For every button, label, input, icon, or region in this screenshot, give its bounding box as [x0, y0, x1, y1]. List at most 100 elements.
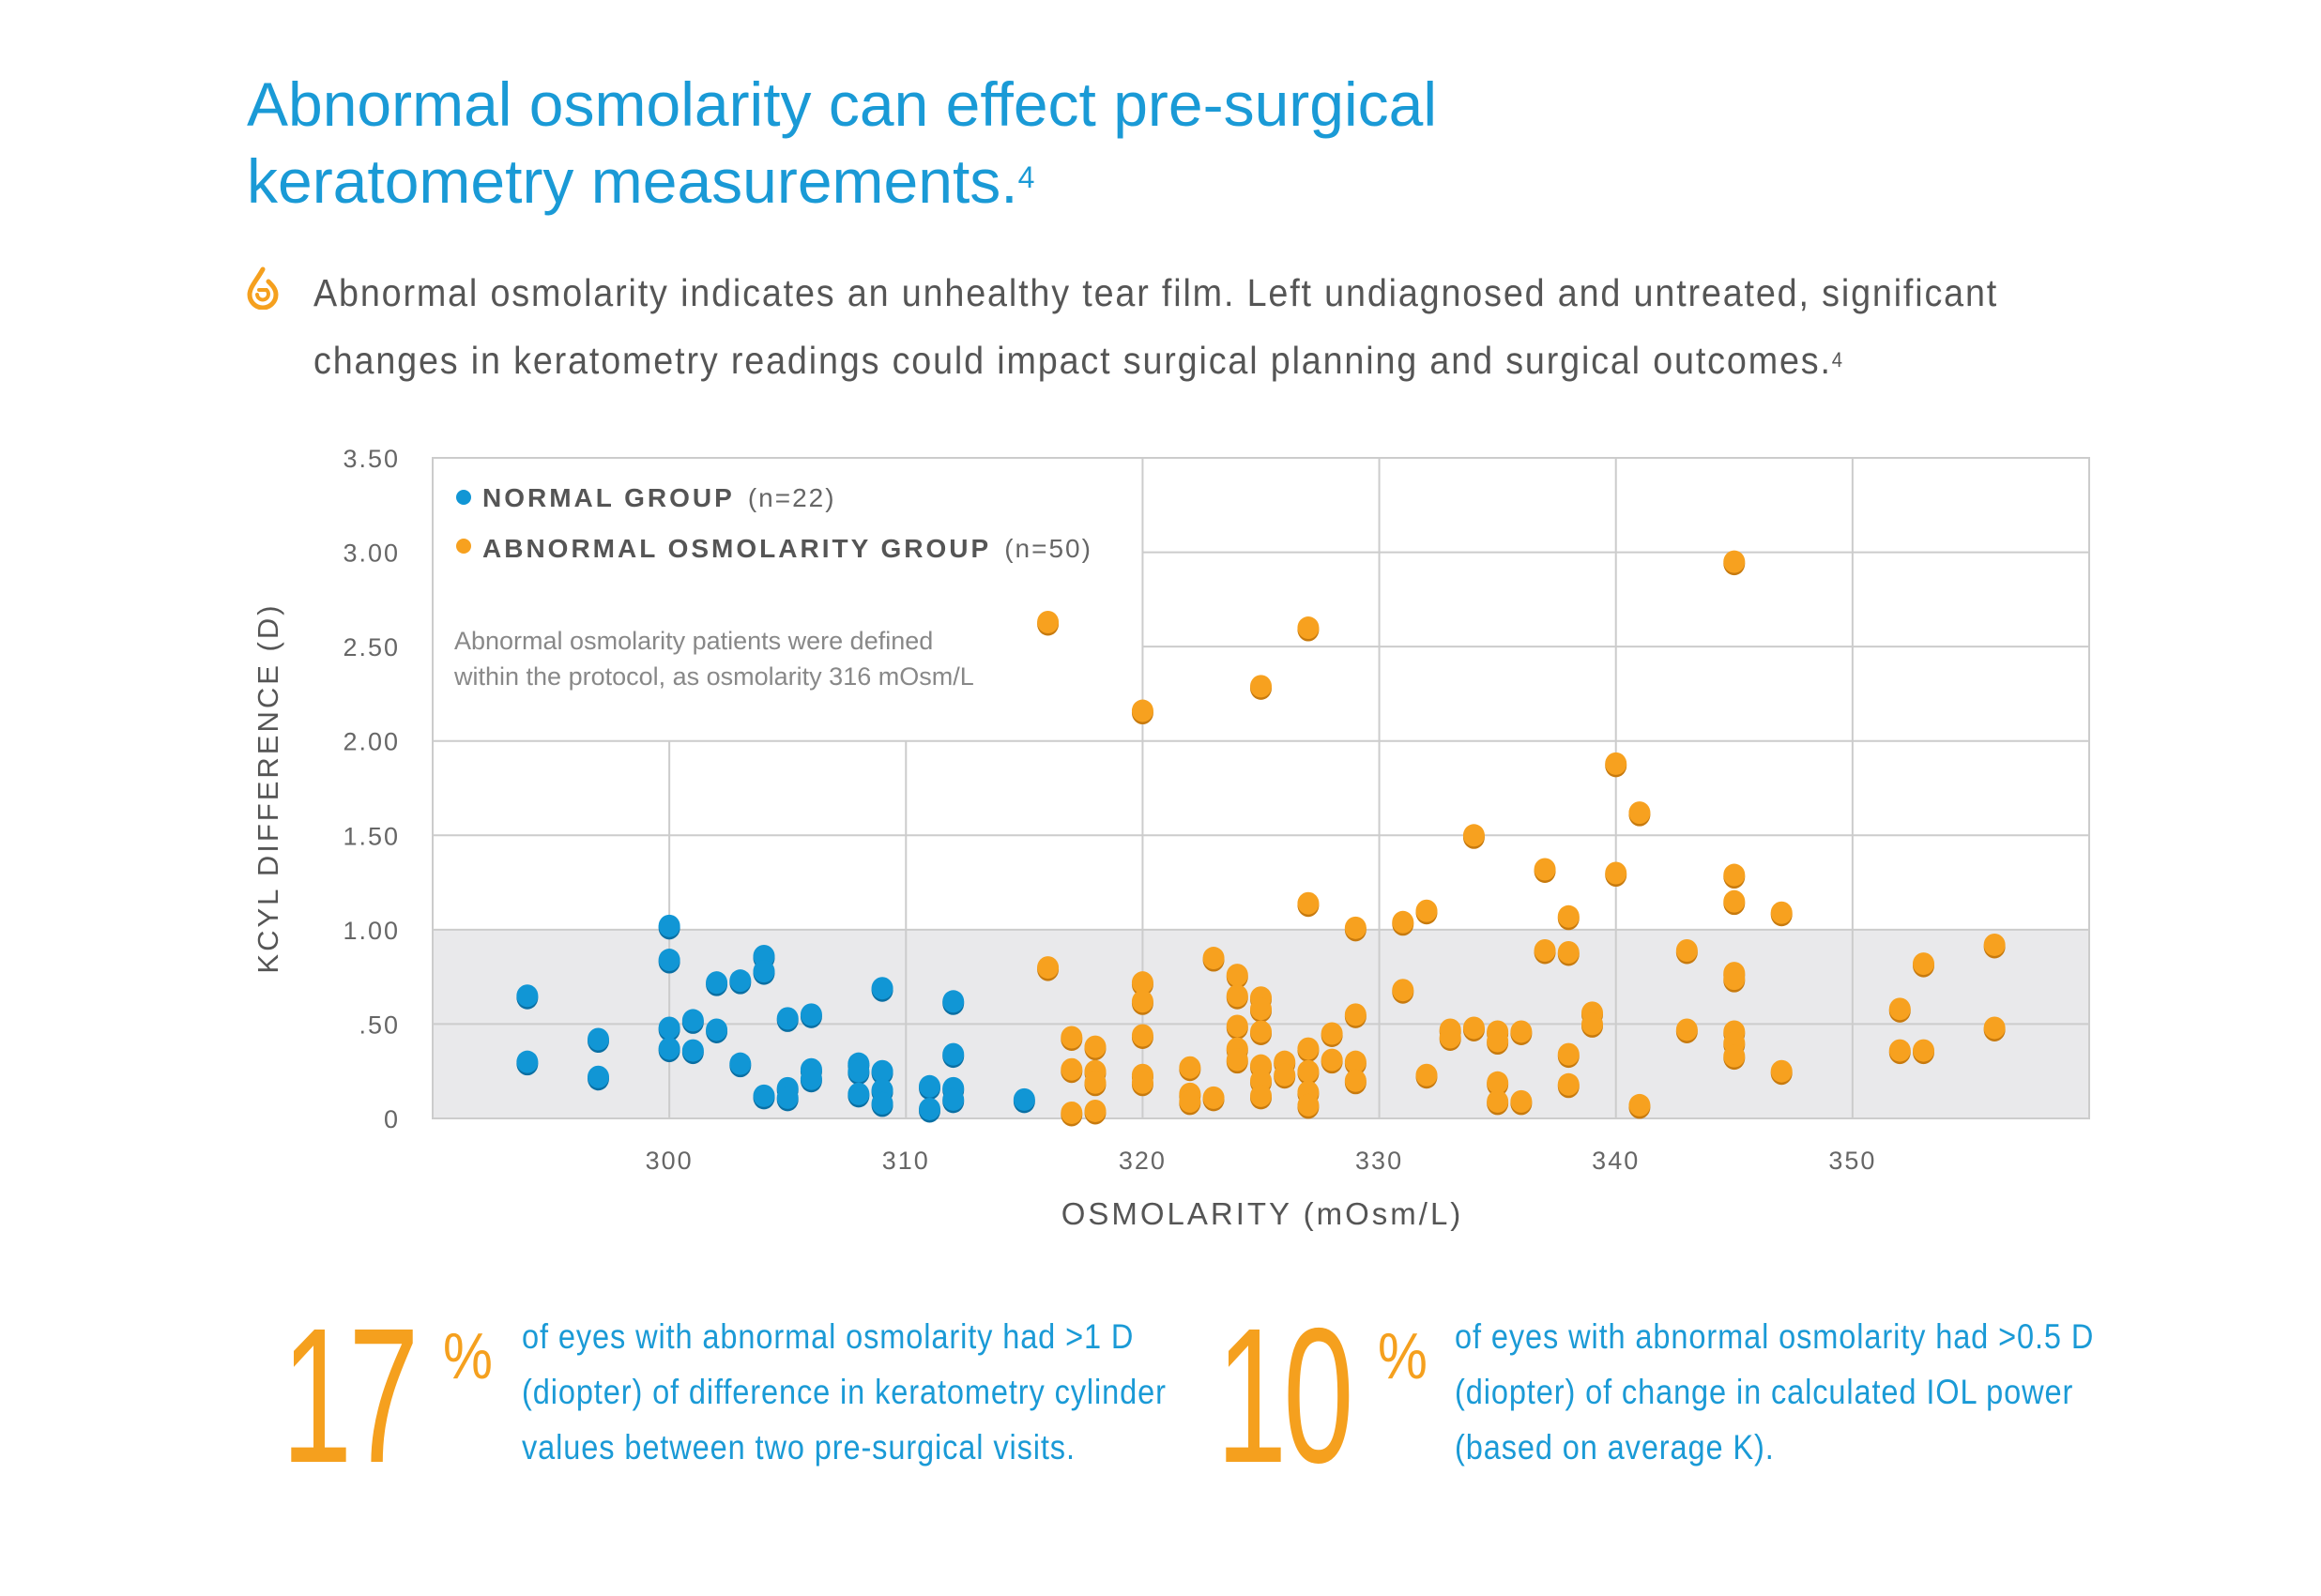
y-tick-label: 3.00 [343, 540, 400, 568]
abnormal-group-point [1983, 1016, 2006, 1040]
normal-group-point [588, 1065, 609, 1088]
legend-abnormal-label: ABNORMAL OSMOLARITY GROUP [482, 534, 991, 563]
abnormal-group-point [1061, 1026, 1083, 1049]
normal-group-point [753, 960, 775, 983]
x-tick-label: 300 [646, 1147, 694, 1175]
y-tick-label: 3.50 [343, 445, 400, 473]
abnormal-group-point [1250, 1020, 1272, 1043]
normal-group-point [942, 1042, 965, 1066]
abnormal-group-point [1628, 1093, 1651, 1117]
title-line-1: Abnormal osmolarity can effect pre-surgi… [247, 69, 1437, 139]
abnormal-group-point [1913, 952, 1934, 976]
y-axis-label: KCYL DIFFERENCE (D) [252, 602, 284, 973]
normal-group-point [729, 969, 752, 993]
page-title: Abnormal osmolarity can effect pre-surgi… [247, 66, 1437, 220]
normal-group-point [942, 990, 965, 1013]
normal-group-point [871, 1091, 893, 1115]
normal-group-point [753, 1084, 775, 1107]
normal-group-point [729, 1052, 752, 1075]
abnormal-group-point [1226, 1014, 1248, 1038]
intro-line-1: Abnormal osmolarity indicates an unhealt… [313, 271, 1999, 314]
normal-group-point [658, 949, 680, 972]
abnormal-group-point [1131, 1071, 1153, 1094]
normal-group-point [681, 1039, 704, 1062]
x-tick-label: 350 [1828, 1147, 1876, 1175]
abnormal-group-point [1487, 1089, 1509, 1113]
normal-group-point [658, 914, 680, 937]
normal-group-point [588, 1027, 609, 1051]
annotation-line-1: Abnormal osmolarity patients were define… [454, 627, 933, 655]
abnormal-group-point [1605, 752, 1627, 775]
legend-abnormal-count: (n=50) [1004, 534, 1092, 563]
abnormal-group-point [1250, 1084, 1272, 1107]
y-tick-label: 2.00 [343, 728, 400, 756]
x-tick-label: 310 [882, 1147, 930, 1175]
legend-normal-count: (n=22) [748, 483, 836, 512]
stat-1-line-1: of eyes with abnormal osmolarity had >1 … [522, 1317, 1135, 1356]
normal-group-point [1013, 1087, 1035, 1111]
legend-normal-marker [456, 490, 471, 505]
abnormal-group-point [1723, 967, 1746, 991]
normal-group-point [516, 984, 539, 1008]
abnormal-group-point [1557, 904, 1580, 928]
abnormal-group-point [1415, 899, 1438, 922]
abnormal-group-point [1202, 1086, 1225, 1109]
annotation-line-2: within the protocol, as osmolarity 316 m… [453, 662, 974, 691]
abnormal-group-point [1297, 1037, 1320, 1060]
abnormal-group-point [1983, 933, 2006, 956]
intro-footnote: 4 [1831, 348, 1844, 372]
abnormal-group-point [1462, 1016, 1485, 1040]
normal-group-point [847, 1059, 870, 1083]
normal-group-point [706, 971, 728, 995]
abnormal-group-point [1415, 1063, 1438, 1087]
abnormal-group-point [1557, 940, 1580, 964]
normal-group-point [658, 1016, 680, 1040]
abnormal-group-point [1179, 1056, 1201, 1079]
abnormal-group-point [1321, 1022, 1343, 1045]
abnormal-group-point [1487, 1029, 1509, 1053]
stat-2-text: of eyes with abnormal osmolarity had >0.… [1455, 1309, 2094, 1475]
stat-1-text: of eyes with abnormal osmolarity had >1 … [522, 1309, 1167, 1475]
abnormal-group-point [1037, 610, 1060, 633]
normal-group-point [919, 1097, 940, 1120]
abnormal-group-point [1131, 1024, 1153, 1047]
abnormal-group-point [1084, 1071, 1107, 1094]
abnormal-group-point [1297, 616, 1320, 640]
legend: NORMAL GROUP (n=22) ABNORMAL OSMOLARITY … [453, 483, 1092, 691]
normal-group-point [800, 1067, 822, 1090]
abnormal-group-point [1344, 1050, 1367, 1073]
abnormal-group-point [1061, 1057, 1083, 1081]
abnormal-group-point [1344, 1069, 1367, 1092]
x-tick-label: 340 [1592, 1147, 1640, 1175]
abnormal-group-point [1250, 997, 1272, 1021]
abnormal-group-point [1274, 1063, 1296, 1087]
normal-group-point [681, 1009, 704, 1032]
abnormal-group-point [1131, 971, 1153, 995]
legend-normal-label: NORMAL GROUP [482, 483, 735, 512]
stat-1-value: 17 [282, 1288, 420, 1503]
abnormal-group-point [1534, 938, 1556, 962]
abnormal-group-point [1344, 1003, 1367, 1026]
abnormal-group-point [1557, 1042, 1580, 1066]
abnormal-group-point [1723, 1044, 1746, 1068]
stat-2-line-2: (diopter) of change in calculated IOL po… [1455, 1373, 2074, 1411]
x-tick-label: 320 [1119, 1147, 1167, 1175]
abnormal-group-point [1723, 889, 1746, 913]
tear-drop-icon [247, 266, 279, 310]
intro-line-2: changes in keratometry readings could im… [313, 339, 1832, 382]
abnormal-group-point [1084, 1035, 1107, 1058]
stat-2-line-3: (based on average K). [1455, 1428, 1775, 1467]
abnormal-group-point [1392, 910, 1414, 934]
abnormal-group-point [1487, 1071, 1509, 1094]
y-tick-label: .50 [359, 1011, 400, 1039]
abnormal-group-point [1770, 1059, 1793, 1083]
normal-group-point [942, 1087, 965, 1111]
abnormal-group-point [1131, 990, 1153, 1013]
abnormal-group-point [1297, 1093, 1320, 1117]
abnormal-group-point [1605, 861, 1627, 885]
abnormal-group-point [1462, 824, 1485, 847]
stat-1-line-3: values between two pre-surgical visits. [522, 1428, 1076, 1467]
abnormal-group-point [1297, 1059, 1320, 1083]
abnormal-group-point [1179, 1089, 1201, 1113]
